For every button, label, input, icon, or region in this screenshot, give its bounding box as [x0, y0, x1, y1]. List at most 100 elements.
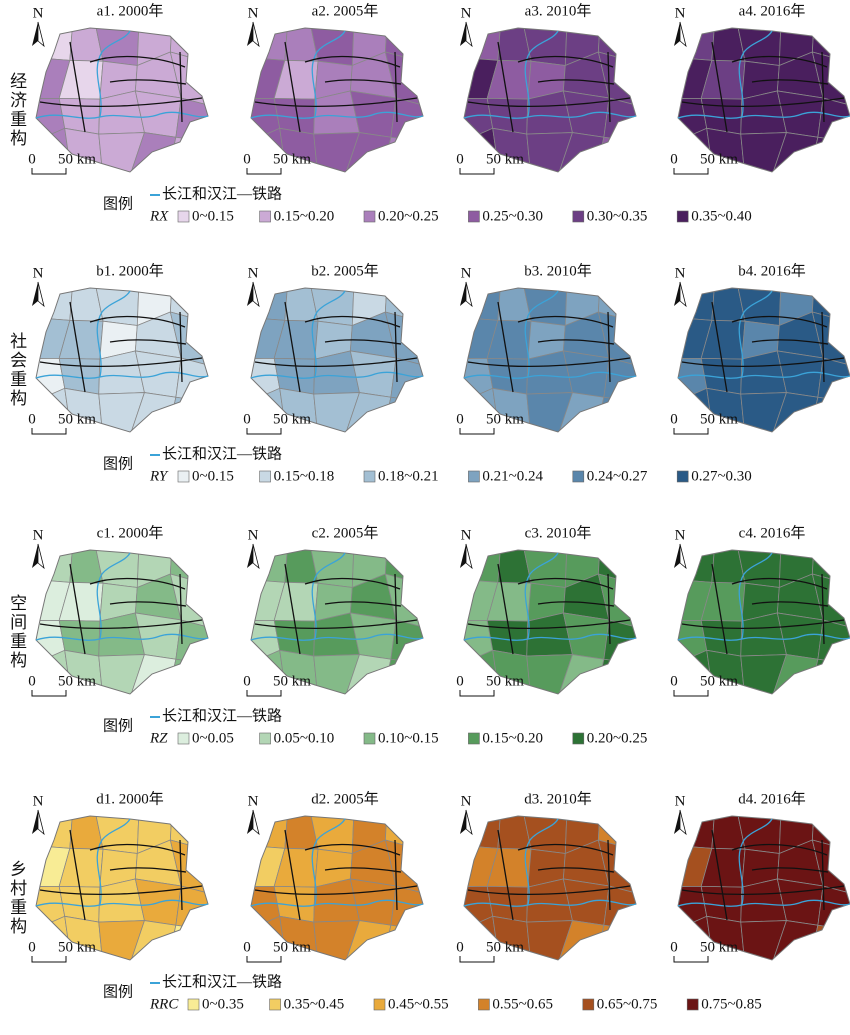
map-regions	[36, 816, 208, 960]
north-arrow	[465, 543, 473, 570]
legend-item-label: 0.20~0.25	[378, 208, 439, 224]
north-arrow	[679, 543, 687, 570]
legend-swatch	[259, 210, 271, 223]
north-label: N	[675, 793, 686, 809]
railway	[254, 563, 418, 655]
legend-item-label: 0.65~0.75	[597, 996, 658, 1012]
north-arrow	[679, 281, 687, 308]
legend-item-label: 0~0.35	[202, 996, 244, 1012]
map-region	[69, 28, 104, 62]
row-label: 经济重构	[7, 72, 27, 148]
scale-bar	[31, 428, 67, 435]
north-label: N	[461, 793, 472, 809]
scale-distance: 50 km	[58, 411, 96, 427]
river	[35, 818, 209, 907]
map-region	[497, 816, 532, 850]
panel-title: d1. 2000年	[96, 790, 164, 807]
legend-swatch	[572, 732, 585, 745]
river	[677, 818, 850, 907]
legend-item-label: 0~0.15	[192, 468, 234, 484]
legend-item-label: 0.15~0.20	[482, 730, 543, 746]
map-region	[98, 392, 146, 432]
north-arrow	[247, 282, 253, 306]
scale-zero: 0	[456, 151, 464, 167]
map-region	[526, 132, 574, 172]
railway	[467, 563, 631, 655]
legend-swatch	[468, 470, 480, 483]
map-region	[497, 550, 532, 584]
legend-item-label: 0.27~0.30	[691, 468, 752, 484]
north-arrow	[460, 810, 466, 834]
scale-bar	[459, 956, 495, 963]
north-arrow	[460, 282, 466, 306]
scale-bar	[246, 428, 282, 435]
panel-title: d2. 2005年	[311, 790, 379, 807]
legend-item-label: 0.35~0.40	[691, 208, 752, 224]
legend-title: 图例	[103, 195, 133, 212]
map-region	[526, 920, 574, 960]
north-label: N	[248, 265, 259, 281]
map-outline	[250, 287, 424, 433]
scale-distance: 50 km	[273, 939, 311, 955]
river	[35, 30, 209, 119]
map-region	[711, 288, 746, 322]
legend-item-label: 0.55~0.65	[492, 996, 553, 1012]
north-label: N	[461, 5, 472, 21]
north-label: N	[248, 793, 259, 809]
legend-item-label: 0~0.15	[192, 208, 234, 224]
map-region	[313, 132, 361, 172]
panel-title: b2. 2005年	[311, 262, 379, 279]
map-region	[817, 97, 850, 143]
north-label: N	[461, 527, 472, 543]
railway	[681, 563, 845, 655]
river	[250, 552, 424, 641]
map-region	[497, 288, 532, 322]
legend-swatch	[582, 998, 595, 1011]
map-panel: b4. 2016年 N 0 50 km	[670, 262, 850, 435]
north-label: N	[248, 527, 259, 543]
map-region	[711, 816, 746, 850]
map-regions	[464, 28, 636, 172]
map-region	[740, 920, 788, 960]
map-panel: c2. 2005年 N 0 50 km	[243, 524, 424, 697]
north-arrow	[465, 809, 473, 836]
map-regions	[251, 550, 423, 694]
legend-swatch	[676, 470, 689, 483]
scale-zero: 0	[670, 673, 678, 689]
legend-swatch	[177, 470, 190, 483]
legend-line-label: 长江和汉江—铁路	[162, 707, 282, 724]
panel-title: a4. 2016年	[739, 2, 806, 19]
map-panel: a1. 2000年 N 0 50 km	[28, 2, 209, 175]
panel-title: d4. 2016年	[738, 790, 806, 807]
panel-title: c1. 2000年	[97, 524, 164, 541]
railway	[39, 41, 203, 133]
legend-variable: RX	[149, 208, 169, 224]
railway	[467, 41, 631, 133]
map-panel: c1. 2000年 N 0 50 km	[28, 524, 209, 697]
legend-swatch	[468, 732, 480, 745]
legend-swatch	[177, 732, 190, 745]
railway	[39, 829, 203, 921]
map-region	[98, 920, 146, 960]
scale-distance: 50 km	[58, 673, 96, 689]
north-arrow	[37, 809, 45, 836]
legend-variable: RY	[149, 468, 169, 484]
legend-swatch	[259, 470, 271, 483]
scale-bar	[31, 168, 67, 175]
north-arrow	[674, 810, 680, 834]
scale-distance: 50 km	[700, 411, 738, 427]
map-panel: c3. 2010年 N 0 50 km	[456, 524, 637, 697]
north-arrow	[32, 810, 38, 834]
north-label: N	[33, 5, 44, 21]
map-panel: b3. 2010年 N 0 50 km	[456, 262, 637, 435]
railway	[467, 301, 631, 393]
panel-title: c2. 2005年	[312, 524, 379, 541]
map-region	[284, 288, 319, 322]
scale-zero: 0	[243, 673, 251, 689]
railway	[681, 829, 845, 921]
river	[250, 818, 424, 907]
railway	[39, 301, 203, 393]
map-outline	[463, 549, 637, 695]
map-outline	[35, 815, 209, 961]
